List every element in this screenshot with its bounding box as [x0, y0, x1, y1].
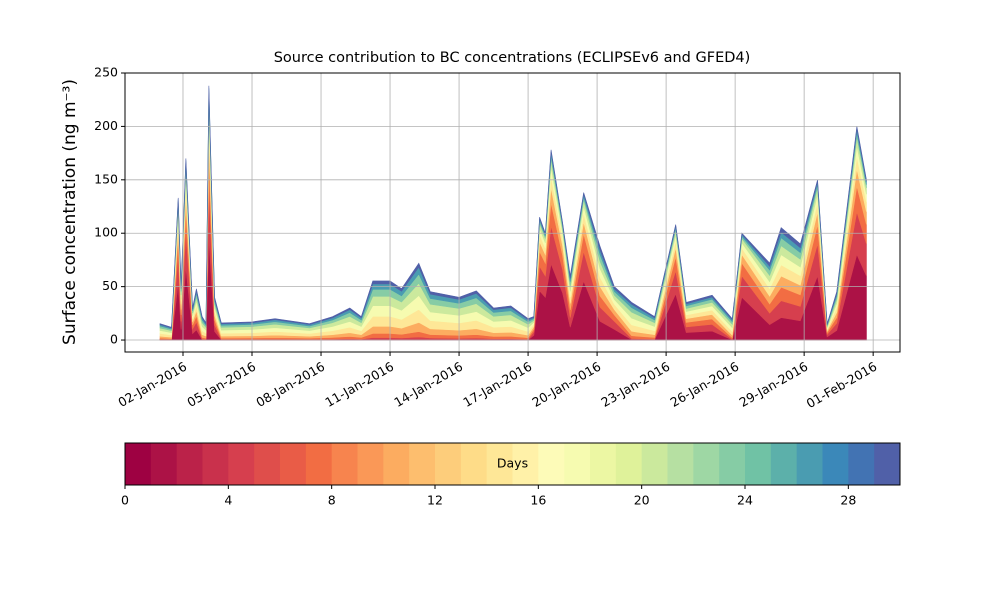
colorbar-cell — [486, 443, 513, 485]
colorbar-cell — [538, 443, 565, 485]
colorbar-tick-label: 8 — [328, 493, 336, 508]
area-layer — [159, 85, 867, 329]
y-tick-label: 150 — [94, 171, 118, 186]
colorbar-cell — [435, 443, 462, 485]
colorbar-cell — [770, 443, 798, 485]
colorbar-cell — [512, 443, 539, 485]
x-tick-label: 11-Jan-2016 — [322, 359, 396, 410]
colorbar-cell — [176, 443, 203, 485]
colorbar-cell — [693, 443, 720, 485]
plot-area — [159, 85, 867, 341]
colorbar-cell — [228, 443, 255, 485]
x-tick-label: 01-Feb-2016 — [804, 359, 880, 411]
x-tick-label: 20-Jan-2016 — [529, 359, 603, 410]
x-tick-label: 05-Jan-2016 — [184, 359, 258, 410]
colorbar-cell — [202, 443, 229, 485]
y-tick-label: 50 — [102, 278, 118, 293]
colorbar-cell — [615, 443, 643, 485]
colorbar-tick-label: 4 — [224, 493, 232, 508]
x-tick-label: 14-Jan-2016 — [391, 359, 465, 410]
x-tick-label: 02-Jan-2016 — [115, 359, 189, 410]
x-tick-label: 26-Jan-2016 — [667, 359, 741, 410]
y-tick-label: 200 — [94, 118, 118, 133]
colorbar-cell — [874, 443, 901, 485]
x-tick-label: 08-Jan-2016 — [253, 359, 327, 410]
colorbar-cell — [150, 443, 178, 485]
colorbar-cell — [280, 443, 307, 485]
colorbar-cell — [125, 443, 152, 485]
colorbar-tick-label: 20 — [634, 493, 650, 508]
colorbar-tick-label: 28 — [840, 493, 856, 508]
colorbar-label: Days — [497, 456, 528, 471]
colorbar-tick-label: 24 — [737, 493, 753, 508]
colorbar-cell — [254, 443, 281, 485]
colorbar-tick-label: 12 — [427, 493, 443, 508]
colorbar-cell — [590, 443, 617, 485]
colorbar-cell — [745, 443, 772, 485]
colorbar-cell — [305, 443, 333, 485]
colorbar-cell — [383, 443, 410, 485]
x-tick-label: 29-Jan-2016 — [736, 359, 810, 410]
colorbar-cell — [848, 443, 875, 485]
x-tick-label: 17-Jan-2016 — [460, 359, 534, 410]
plot-frame — [124, 72, 901, 353]
colorbar-tick-label: 16 — [530, 493, 546, 508]
colorbar-cell — [460, 443, 488, 485]
y-tick-label: 100 — [94, 225, 118, 240]
colorbar-cell — [357, 443, 384, 485]
colorbar-cell — [822, 443, 849, 485]
y-tick-label: 250 — [94, 65, 118, 80]
colorbar-cell — [796, 443, 823, 485]
colorbar-cell — [331, 443, 358, 485]
colorbar-cell — [667, 443, 694, 485]
colorbar-cell — [641, 443, 668, 485]
y-tick-label: 0 — [110, 332, 118, 347]
colorbar-frame — [124, 442, 901, 486]
colorbar-cell — [409, 443, 436, 485]
colorbar-cell — [564, 443, 591, 485]
chart-title: Source contribution to BC concentrations… — [274, 50, 751, 66]
x-tick-label: 23-Jan-2016 — [598, 359, 672, 410]
y-axis-label: Surface concentration (ng m⁻³) — [60, 79, 80, 345]
colorbar-tick-label: 0 — [121, 493, 129, 508]
colorbar-cell — [719, 443, 746, 485]
